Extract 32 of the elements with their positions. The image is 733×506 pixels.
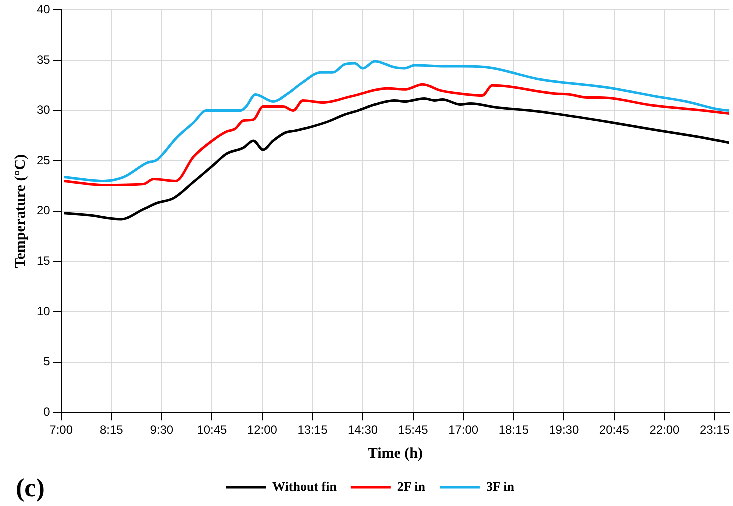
legend-label: 3F in — [486, 478, 516, 494]
x-tick-label: 10:45 — [197, 423, 228, 438]
x-tick-label: 13:15 — [298, 423, 328, 438]
y-tick-label: 25 — [36, 153, 51, 168]
y-tick-label: 20 — [36, 204, 51, 218]
legend-label: 2F in — [397, 478, 426, 494]
x-tick-label: 12:00 — [247, 423, 278, 438]
x-tick-label: 18:15 — [498, 423, 530, 438]
x-tick-label: 8:15 — [100, 423, 124, 438]
y-tick-label: 15 — [36, 254, 51, 268]
x-tick-label: 15:45 — [398, 423, 429, 438]
y-tick-label: 35 — [36, 52, 51, 67]
x-axis-title: Time (h) — [368, 446, 423, 462]
line-series — [62, 83, 730, 186]
x-tick-label: 20:45 — [599, 423, 630, 438]
x-tick-label: 14:30 — [348, 423, 378, 438]
x-tick-label: 23:15 — [700, 423, 730, 438]
y-axis-title: Temperature (°C) — [12, 154, 29, 268]
legend-label: Without fin — [272, 478, 338, 494]
x-tick-label: 9:30 — [150, 423, 174, 438]
x-tick-label: 7:00 — [50, 423, 74, 438]
text: (c) — [16, 474, 45, 503]
line-series — [62, 60, 730, 182]
y-tick-label: 10 — [36, 304, 51, 318]
y-tick-label: 30 — [36, 103, 51, 118]
y-tick-label: 0 — [44, 404, 51, 419]
x-tick-label: 19:30 — [549, 423, 580, 438]
x-tick-label: 22:00 — [650, 423, 680, 438]
y-tick-label: 40 — [36, 2, 51, 17]
x-tick-label: 17:00 — [448, 423, 479, 438]
y-tick-label: 5 — [44, 354, 51, 369]
line-series — [62, 97, 730, 221]
